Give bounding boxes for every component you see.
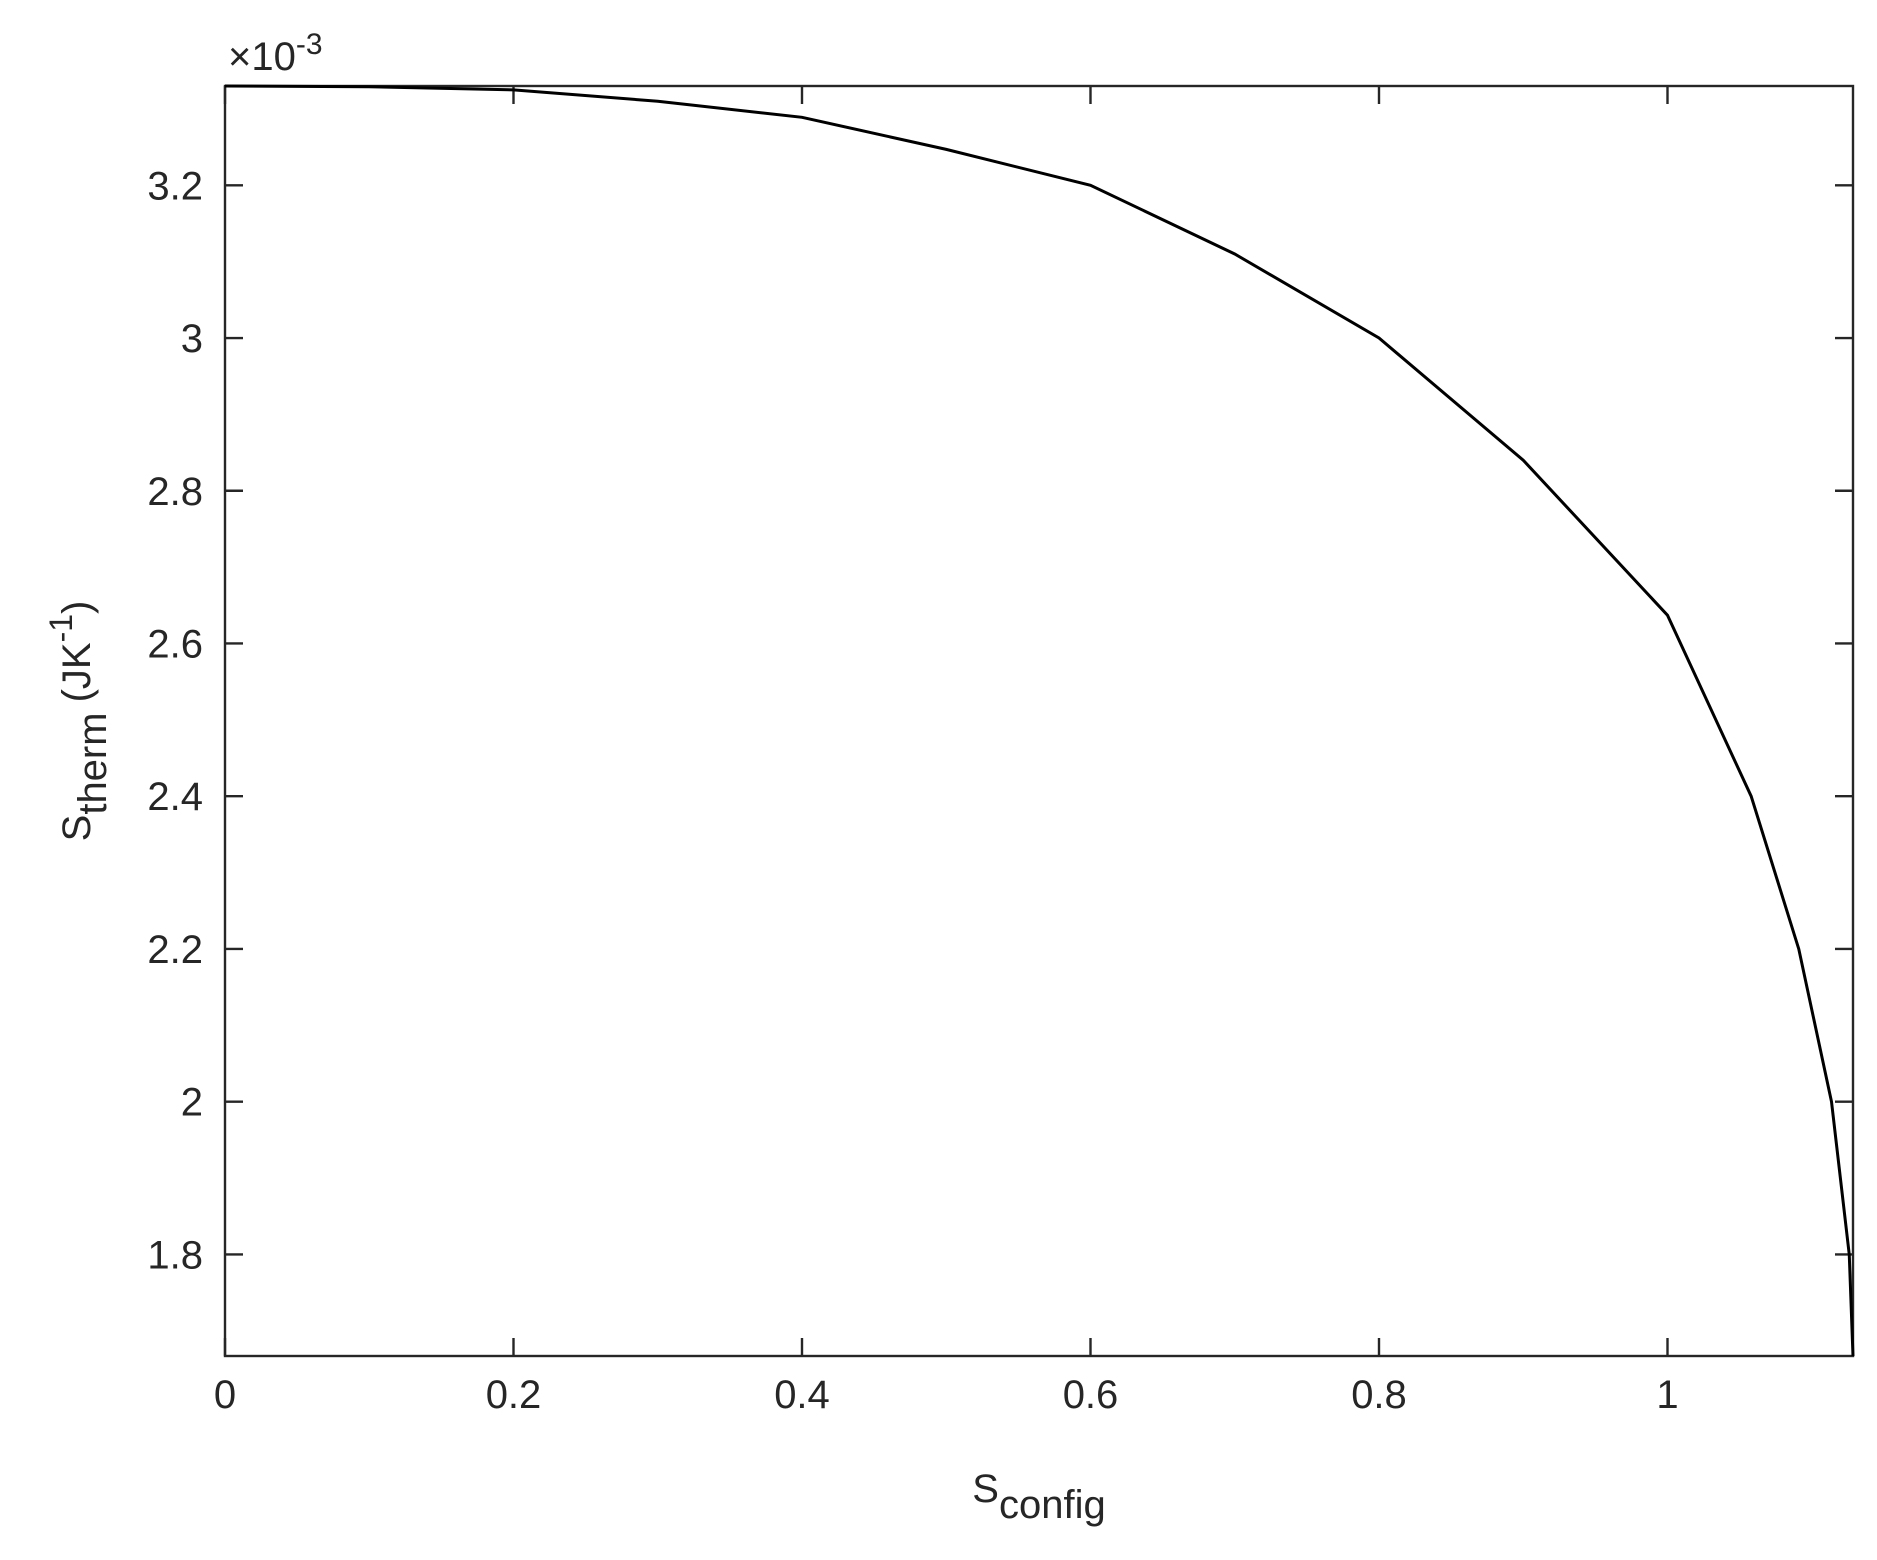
y-label-unit: (JK: [55, 642, 99, 702]
y-tick-label: 1.8: [147, 1233, 203, 1277]
x-tick-label: 0.2: [486, 1373, 542, 1417]
y-tick-label: 3: [181, 317, 203, 361]
y-tick-label: 2.2: [147, 928, 203, 972]
x-tick-label: 0.4: [774, 1373, 830, 1417]
y-multiplier: ×10-3: [228, 28, 323, 79]
y-tick-label: 2.6: [147, 622, 203, 666]
y-label-unit-close: ): [55, 601, 99, 614]
multiplier-base: ×10: [228, 35, 296, 79]
x-tick-label: 0: [214, 1373, 236, 1417]
y-tick-label: 3.2: [147, 164, 203, 208]
plot-frame: [223, 84, 1855, 1358]
y-label-sub: therm: [71, 712, 115, 814]
y-axis-label: Stherm (JK-1): [43, 601, 115, 842]
y-tick-label: 2: [181, 1081, 203, 1125]
y-tick-label: 2.8: [147, 470, 203, 514]
x-tick-label: 0.8: [1351, 1373, 1407, 1417]
data-line: [224, 84, 1855, 1357]
x-axis-label: Sconfig: [972, 1467, 1105, 1527]
multiplier-exponent: -3: [296, 28, 323, 61]
x-tick-label: 1: [1656, 1373, 1678, 1417]
x-label-main: S: [972, 1467, 999, 1511]
x-tick-label: 0.6: [1063, 1373, 1119, 1417]
y-label-unit-sup: -1: [43, 614, 79, 642]
y-tick-label: 2.4: [147, 775, 203, 819]
x-label-sub: config: [999, 1483, 1106, 1527]
y-label-main: S: [55, 815, 99, 842]
